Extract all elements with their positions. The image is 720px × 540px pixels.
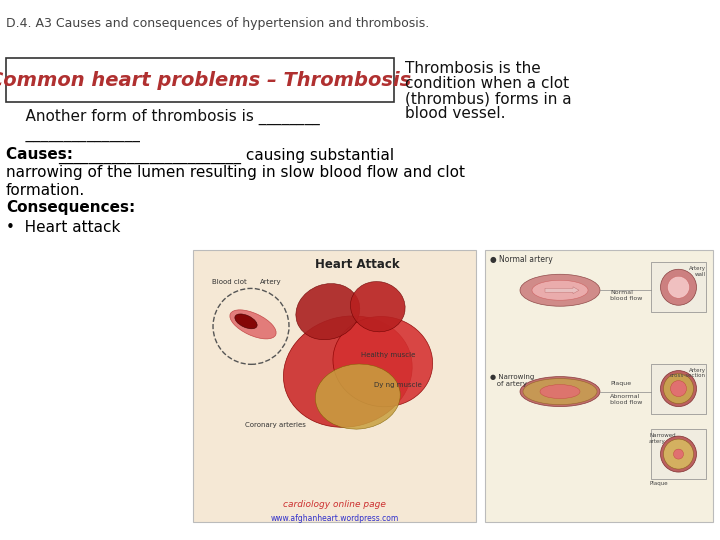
Text: Plaque: Plaque: [649, 481, 667, 486]
Text: ● Narrowing
   of artery: ● Narrowing of artery: [490, 374, 534, 387]
Text: blood vessel.: blood vessel.: [405, 106, 505, 122]
Text: Thrombosis is the: Thrombosis is the: [405, 62, 541, 77]
Text: Dy ng muscle: Dy ng muscle: [374, 382, 422, 388]
Bar: [651, 363, 706, 414]
Ellipse shape: [230, 310, 276, 339]
Ellipse shape: [284, 316, 412, 427]
Text: ● Normal artery: ● Normal artery: [490, 255, 553, 264]
Ellipse shape: [315, 364, 400, 429]
Text: Blood clot: Blood clot: [212, 279, 246, 286]
Bar: [193, 250, 476, 522]
Ellipse shape: [523, 379, 597, 404]
Text: narrowing of the lumen resulting in slow blood flow and clot: narrowing of the lumen resulting in slow…: [6, 165, 465, 180]
Ellipse shape: [351, 281, 405, 332]
Text: Consequences:: Consequences:: [6, 200, 135, 215]
Ellipse shape: [296, 284, 360, 340]
Ellipse shape: [235, 314, 257, 329]
Text: Coronary arteries: Coronary arteries: [245, 422, 306, 428]
Circle shape: [660, 269, 696, 305]
Text: •  Heart attack: • Heart attack: [6, 220, 120, 235]
Ellipse shape: [520, 376, 600, 407]
Circle shape: [660, 370, 696, 407]
Text: ________________________ causing substantial: ________________________ causing substan…: [58, 147, 394, 164]
Ellipse shape: [540, 384, 580, 399]
Ellipse shape: [520, 274, 600, 306]
Circle shape: [664, 439, 693, 469]
Text: Healthy muscle: Healthy muscle: [361, 352, 415, 357]
Text: (thrombus) forms in a: (thrombus) forms in a: [405, 91, 572, 106]
Circle shape: [670, 381, 686, 396]
Circle shape: [667, 276, 690, 298]
FancyBboxPatch shape: [6, 58, 394, 103]
Ellipse shape: [333, 316, 433, 407]
Text: Another form of thrombosis is ________: Another form of thrombosis is ________: [6, 109, 320, 125]
FancyArrow shape: [545, 287, 579, 294]
Text: _______________: _______________: [6, 127, 140, 143]
Circle shape: [660, 436, 696, 472]
Bar: [651, 262, 706, 312]
Text: Heart Attack: Heart Attack: [315, 258, 400, 271]
Text: Artery
cross-section: Artery cross-section: [670, 368, 706, 379]
Bar: [651, 429, 706, 479]
Circle shape: [664, 374, 693, 403]
Bar: [485, 250, 713, 522]
Text: www.afghanheart.wordpress.com: www.afghanheart.wordpress.com: [271, 514, 399, 523]
Text: D.4. A3 Causes and consequences of hypertension and thrombosis.: D.4. A3 Causes and consequences of hyper…: [6, 17, 429, 30]
Ellipse shape: [532, 280, 588, 300]
Text: formation.: formation.: [6, 184, 85, 198]
Text: Common heart problems – Thrombosis: Common heart problems – Thrombosis: [0, 71, 411, 90]
Text: Causes:: Causes:: [6, 147, 78, 163]
Text: cardiology online page: cardiology online page: [283, 500, 386, 509]
Text: Normal
blood flow: Normal blood flow: [610, 290, 642, 301]
Text: Plaque: Plaque: [610, 381, 631, 386]
Text: condition when a clot: condition when a clot: [405, 77, 569, 91]
Circle shape: [673, 449, 683, 459]
Text: Artery: Artery: [260, 279, 282, 286]
Text: Narrowed
artery: Narrowed artery: [649, 433, 675, 444]
Text: Artery
wall: Artery wall: [689, 266, 706, 277]
Text: Abnormal
blood flow: Abnormal blood flow: [610, 394, 642, 405]
